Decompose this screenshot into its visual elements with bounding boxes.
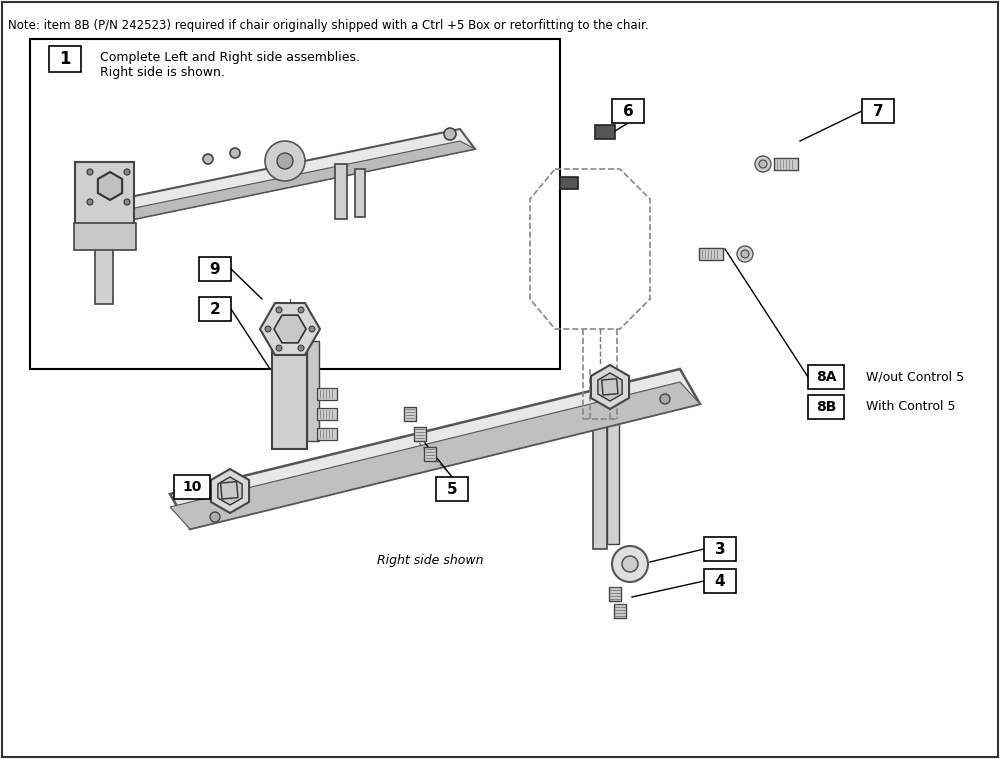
Polygon shape <box>170 382 700 529</box>
FancyBboxPatch shape <box>614 604 626 618</box>
FancyBboxPatch shape <box>436 477 468 501</box>
Circle shape <box>298 307 304 313</box>
FancyBboxPatch shape <box>704 569 736 593</box>
Bar <box>595 125 615 139</box>
Text: W/out Control 5: W/out Control 5 <box>866 370 964 383</box>
Text: Complete Left and Right side assemblies.
Right side is shown.: Complete Left and Right side assemblies.… <box>100 51 360 79</box>
Bar <box>602 379 618 395</box>
FancyBboxPatch shape <box>414 427 426 441</box>
Circle shape <box>230 148 240 158</box>
Wedge shape <box>265 141 305 181</box>
Bar <box>307 341 319 441</box>
Circle shape <box>265 326 271 332</box>
Text: 3: 3 <box>715 541 725 556</box>
Circle shape <box>124 199 130 205</box>
Bar <box>30 39 560 369</box>
FancyBboxPatch shape <box>317 388 337 400</box>
FancyBboxPatch shape <box>808 365 844 389</box>
Bar <box>593 394 607 549</box>
FancyBboxPatch shape <box>774 158 798 170</box>
Circle shape <box>276 307 282 313</box>
FancyBboxPatch shape <box>808 395 844 419</box>
Text: 5: 5 <box>447 481 457 496</box>
Bar <box>335 164 347 219</box>
Text: 8A: 8A <box>816 370 836 384</box>
Circle shape <box>741 250 749 258</box>
FancyBboxPatch shape <box>49 46 81 72</box>
FancyBboxPatch shape <box>199 297 231 321</box>
FancyBboxPatch shape <box>74 223 136 250</box>
Polygon shape <box>120 129 475 219</box>
Circle shape <box>660 394 670 404</box>
Circle shape <box>444 128 456 140</box>
FancyBboxPatch shape <box>317 428 337 440</box>
Text: Note: item 8B (P/N 242523) required if chair originally shipped with a Ctrl +5 B: Note: item 8B (P/N 242523) required if c… <box>8 19 649 32</box>
Circle shape <box>210 512 220 522</box>
FancyBboxPatch shape <box>609 587 621 601</box>
Text: 7: 7 <box>873 103 883 118</box>
FancyBboxPatch shape <box>699 248 723 260</box>
FancyBboxPatch shape <box>199 257 231 281</box>
FancyBboxPatch shape <box>612 99 644 123</box>
Text: 4: 4 <box>715 574 725 588</box>
Circle shape <box>87 199 93 205</box>
Text: 10: 10 <box>182 480 202 494</box>
Bar <box>272 334 307 449</box>
Text: 1: 1 <box>59 50 71 68</box>
Circle shape <box>277 153 293 169</box>
Text: Right side shown: Right side shown <box>377 554 483 567</box>
Circle shape <box>124 169 130 175</box>
Text: 6: 6 <box>623 103 633 118</box>
Circle shape <box>759 160 767 168</box>
Polygon shape <box>120 141 475 219</box>
Text: 8B: 8B <box>816 400 836 414</box>
Circle shape <box>276 345 282 351</box>
FancyBboxPatch shape <box>704 537 736 561</box>
Circle shape <box>622 556 638 572</box>
FancyBboxPatch shape <box>75 162 134 231</box>
Circle shape <box>203 154 213 164</box>
Bar <box>355 169 365 217</box>
Bar <box>607 396 619 544</box>
Bar <box>221 482 238 499</box>
Bar <box>95 244 113 304</box>
FancyBboxPatch shape <box>862 99 894 123</box>
Text: 9: 9 <box>210 262 220 276</box>
FancyBboxPatch shape <box>317 408 337 420</box>
Text: 2: 2 <box>210 301 220 317</box>
Text: With Control 5: With Control 5 <box>866 401 956 414</box>
Circle shape <box>87 169 93 175</box>
FancyBboxPatch shape <box>174 475 210 499</box>
Circle shape <box>309 326 315 332</box>
FancyBboxPatch shape <box>404 407 416 421</box>
Polygon shape <box>170 369 700 529</box>
Circle shape <box>755 156 771 172</box>
Bar <box>560 177 578 189</box>
Circle shape <box>298 345 304 351</box>
Circle shape <box>737 246 753 262</box>
Circle shape <box>612 546 648 582</box>
FancyBboxPatch shape <box>424 447 436 461</box>
